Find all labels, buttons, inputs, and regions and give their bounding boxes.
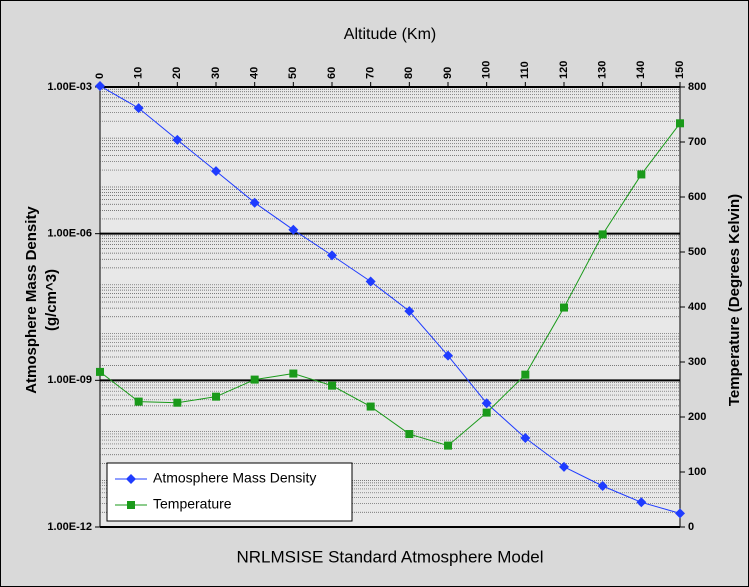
- marker: [173, 398, 182, 407]
- y2-tick-label: 800: [688, 81, 706, 93]
- y2-tick-label: 700: [688, 136, 706, 148]
- marker: [598, 230, 607, 239]
- marker: [520, 433, 531, 444]
- legend-marker: [127, 501, 135, 509]
- y2-tick-label: 200: [688, 411, 706, 423]
- x-tick-label: 60: [326, 67, 338, 79]
- x-tick-label: 120: [558, 61, 570, 79]
- x-tick-label: 10: [133, 67, 145, 79]
- marker: [212, 392, 220, 401]
- marker: [96, 367, 104, 376]
- x-tick-label: 110: [519, 61, 531, 79]
- marker: [133, 103, 144, 114]
- legend-label: Atmosphere Mass Density: [153, 470, 316, 486]
- marker: [95, 80, 105, 91]
- x-tick-label: 20: [171, 67, 183, 79]
- y-axis-title: (g/cm^3): [43, 269, 60, 331]
- legend-label: Temperature: [153, 496, 232, 512]
- y2-axis-title: Temperature (Degrees Kelvin): [726, 194, 743, 406]
- x-tick-label: 40: [249, 67, 261, 79]
- y2-tick-label: 600: [688, 191, 706, 203]
- y2-tick-label: 500: [688, 246, 706, 258]
- series-line: [99, 85, 681, 514]
- marker: [249, 197, 260, 208]
- marker: [327, 250, 337, 261]
- marker: [636, 497, 647, 508]
- y-tick-label: 1.00E-12: [47, 521, 92, 533]
- y-tick-label: 1.00E-09: [47, 374, 92, 386]
- marker: [443, 350, 453, 361]
- marker: [134, 397, 143, 406]
- x-tick-label: 70: [365, 67, 377, 79]
- marker: [675, 508, 685, 519]
- x-tick-label: 50: [287, 67, 299, 79]
- y-axis-title: Atmosphere Mass Density: [23, 206, 40, 394]
- marker: [405, 430, 414, 439]
- legend: [106, 462, 353, 522]
- y-tick-label: 1.00E-03: [47, 81, 92, 93]
- marker: [211, 166, 221, 177]
- x-tick-label: 30: [210, 67, 222, 79]
- marker: [328, 381, 336, 390]
- x-axis-title: Altitude (Km): [344, 26, 436, 43]
- chart-title: NRLMSISE Standard Atmosphere Model: [236, 547, 543, 566]
- x-tick-label: 100: [481, 61, 493, 79]
- x-tick-label: 150: [674, 61, 686, 79]
- marker: [521, 370, 530, 379]
- y-tick-label: 1.00E-06: [47, 228, 92, 240]
- marker: [250, 375, 259, 384]
- marker: [597, 480, 608, 491]
- marker: [481, 398, 492, 409]
- marker: [676, 119, 684, 128]
- marker: [444, 441, 452, 450]
- marker: [404, 306, 415, 317]
- x-tick-label: 140: [635, 61, 647, 79]
- marker: [289, 369, 298, 378]
- y2-tick-label: 300: [688, 356, 706, 368]
- marker: [172, 134, 183, 145]
- marker: [366, 402, 375, 411]
- x-tick-label: 130: [597, 61, 609, 79]
- y2-tick-label: 0: [688, 521, 694, 533]
- x-tick-label: 90: [442, 67, 454, 79]
- y2-tick-label: 100: [688, 466, 706, 478]
- y2-tick-label: 400: [688, 301, 706, 313]
- marker: [560, 303, 568, 312]
- marker: [365, 276, 376, 287]
- series-line: [99, 122, 681, 447]
- marker: [637, 170, 646, 179]
- marker: [482, 408, 491, 417]
- plot-area: [99, 86, 681, 528]
- marker: [288, 224, 299, 235]
- x-tick-label: 80: [403, 67, 415, 79]
- x-tick-label: 0: [94, 73, 106, 79]
- legend-marker: [126, 474, 136, 484]
- marker: [559, 461, 569, 472]
